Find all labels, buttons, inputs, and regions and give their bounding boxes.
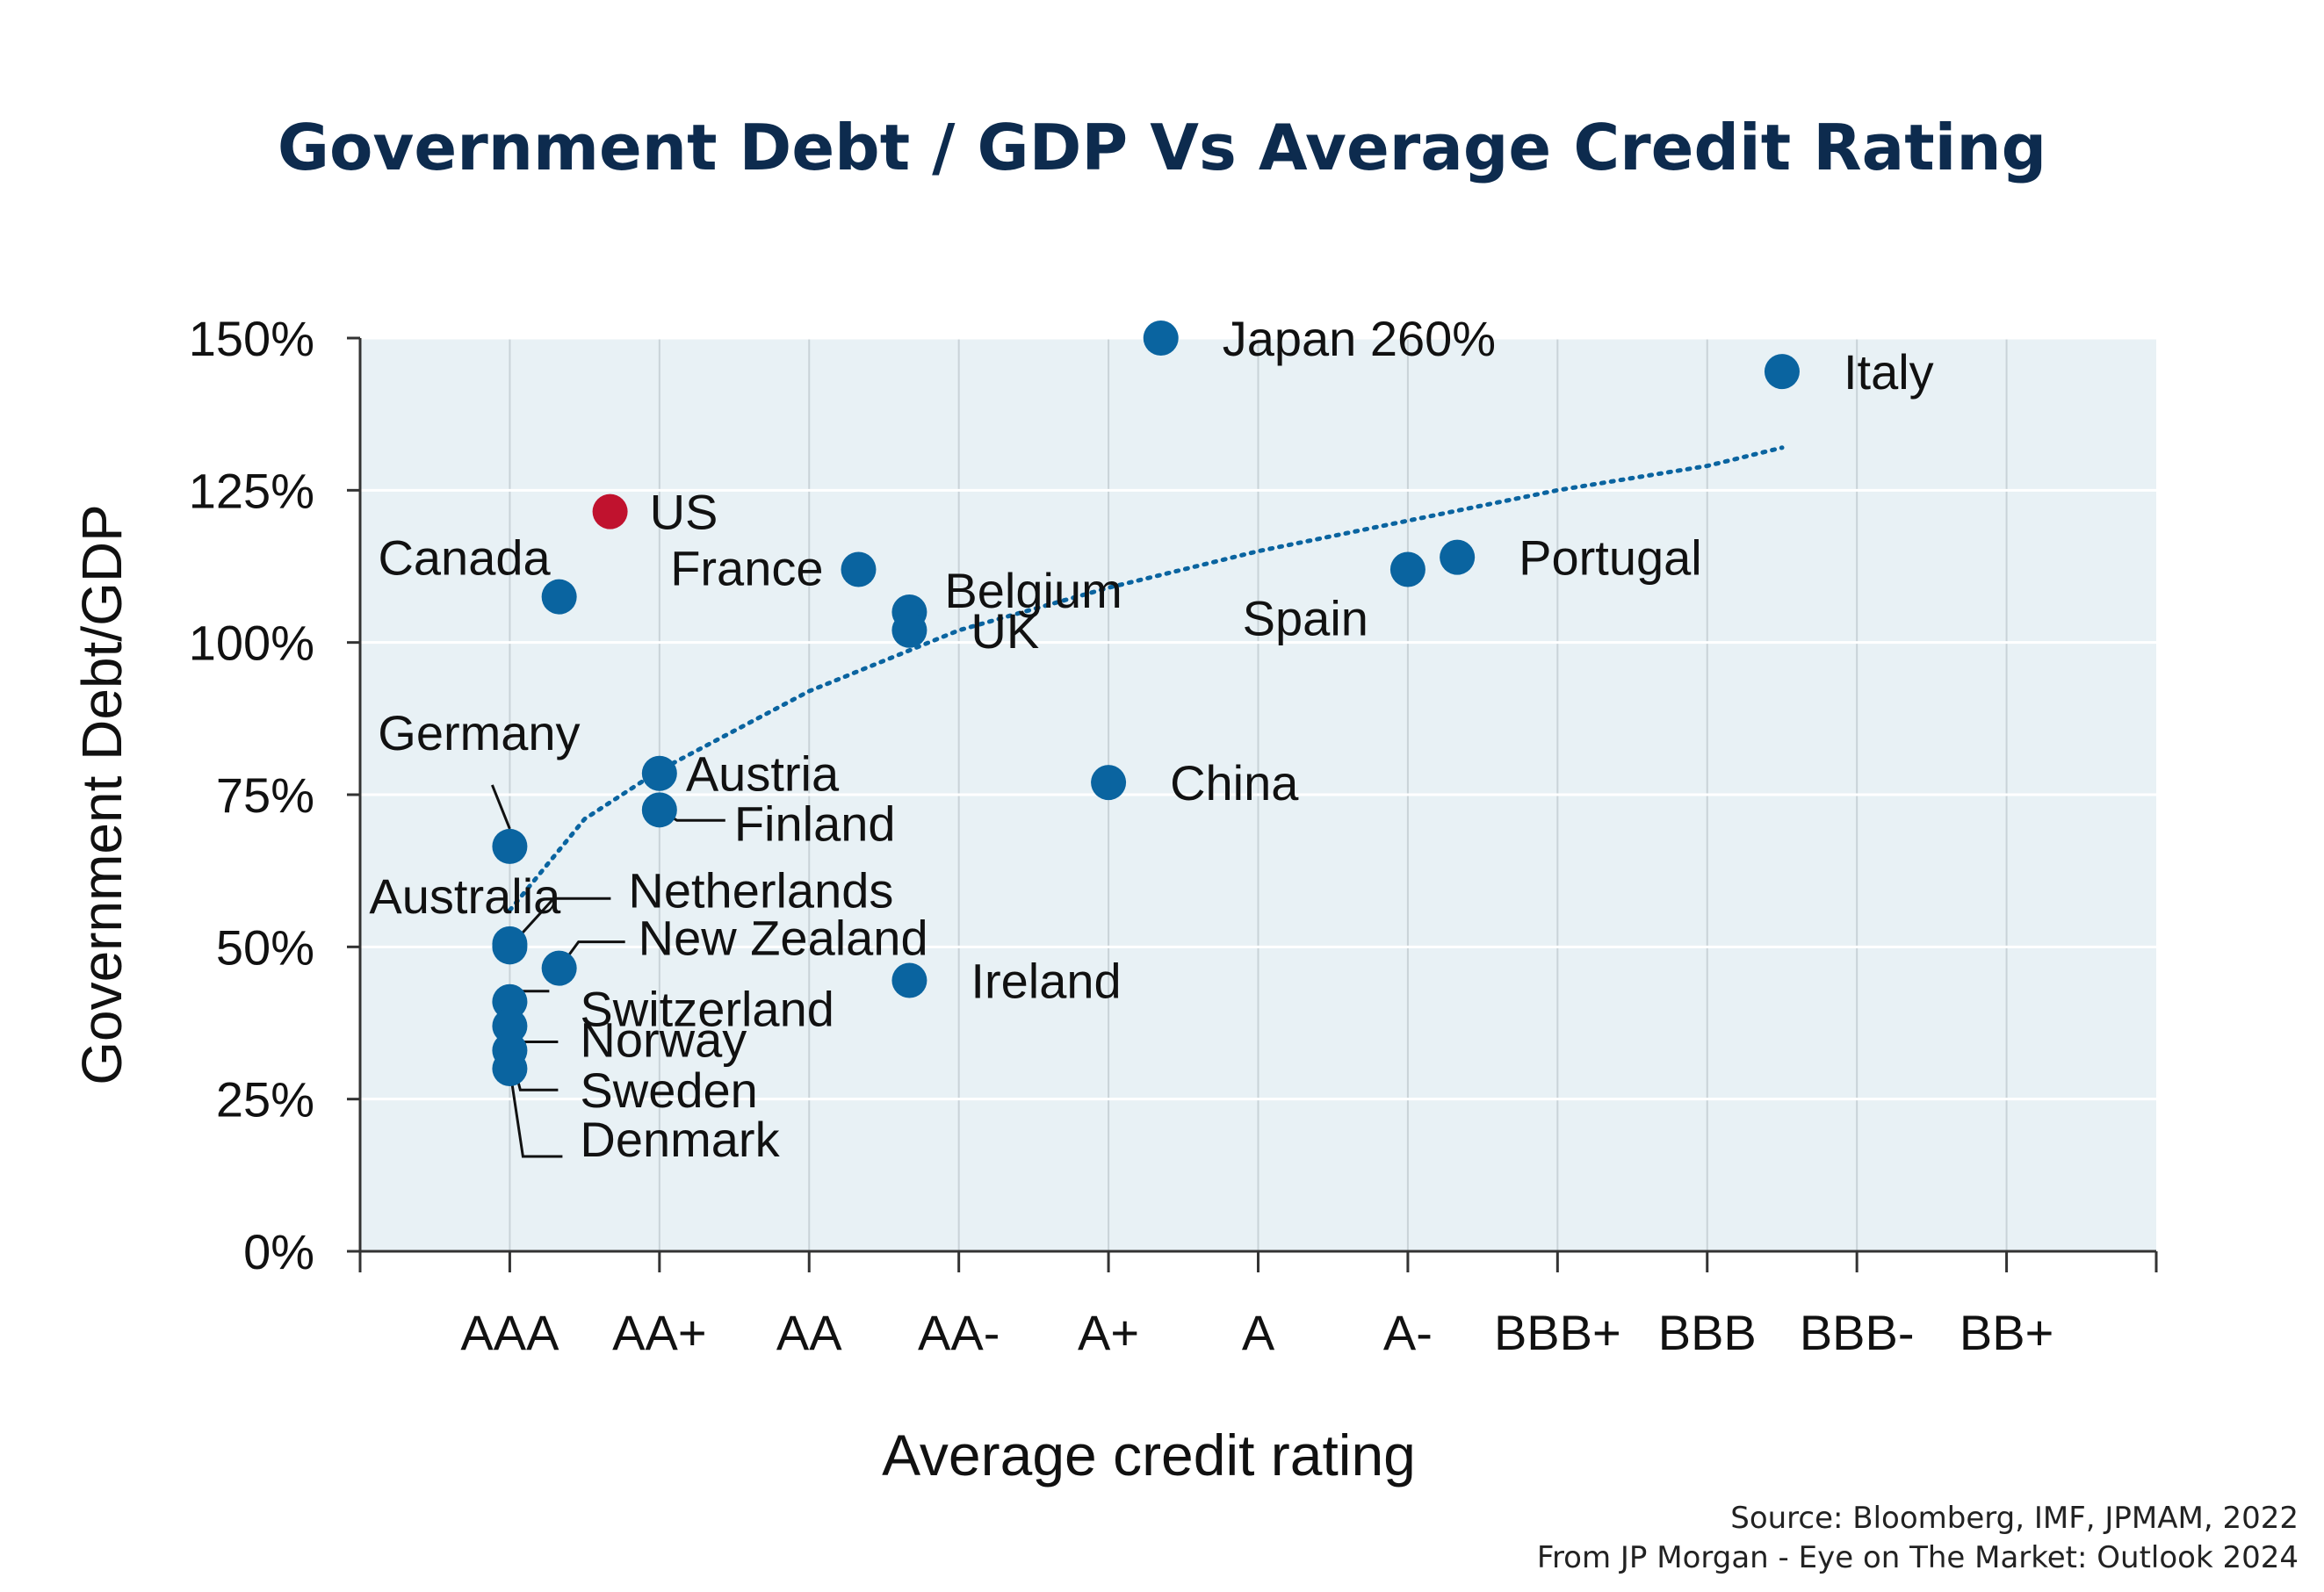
source-line-2: From JP Morgan - Eye on The Market: Outl… [1537, 1540, 2299, 1575]
chart-title: Government Debt / GDP Vs Average Credit … [278, 111, 2046, 184]
data-point [1143, 321, 1179, 356]
point-label: Denmark [580, 1112, 780, 1167]
data-point [492, 983, 528, 1019]
data-point [1764, 354, 1800, 390]
x-tick-label: BBB+ [1494, 1305, 1621, 1360]
x-tick-label: BBB [1658, 1305, 1757, 1360]
data-point [492, 929, 528, 965]
leader-line [508, 1068, 563, 1158]
data-point [1389, 551, 1425, 587]
y-tick-label: 75% [216, 767, 314, 823]
data-point [641, 792, 677, 828]
point-label: Belgium [944, 563, 1122, 618]
data-point [541, 950, 577, 986]
data-point [1440, 539, 1476, 575]
y-tick-label: 100% [189, 616, 314, 671]
x-tick-labels: AAA AA+ AA AA- A+ A A- BBB+ BBB BBB- BB+ [460, 1305, 2053, 1360]
x-tick-label: AA- [918, 1305, 1000, 1360]
x-axis-title: Average credit rating [882, 1423, 1416, 1488]
source-line-1: Source: Bloomberg, IMF, JPMAM, 2022 [1730, 1501, 2299, 1536]
data-point [492, 1008, 528, 1044]
axes [347, 336, 2158, 1272]
point-label: Austria [686, 746, 840, 802]
leader-line [491, 784, 511, 830]
x-tick-label: A [1242, 1305, 1275, 1360]
point-label: Australia [369, 868, 561, 924]
y-axis-title: Government Debt/GDP [70, 504, 134, 1085]
x-tick-label: BB+ [1960, 1305, 2053, 1360]
x-tick-label: AAA [460, 1305, 559, 1360]
x-tick-label: A- [1383, 1305, 1433, 1360]
trendline-group [507, 445, 1785, 913]
point-label: Italy [1844, 344, 1934, 400]
data-point [492, 828, 528, 864]
point-label: Japan 260% [1223, 311, 1496, 366]
data-point [641, 755, 677, 791]
point-label: US [650, 485, 718, 540]
data-point [492, 1051, 528, 1086]
point-label: China [1170, 755, 1299, 810]
point-label: Spain [1243, 590, 1368, 645]
point-label: Sweden [580, 1063, 757, 1118]
point-label: Canada [378, 530, 551, 586]
data-points [492, 321, 1800, 1086]
point-label: UK [971, 603, 1039, 659]
x-tick-label: AA [776, 1305, 842, 1360]
point-label: Finland [734, 796, 896, 851]
data-point [541, 579, 577, 615]
point-label: Norway [580, 1012, 747, 1067]
point-label: France [670, 540, 823, 595]
leader-line [509, 897, 611, 948]
data-point [891, 612, 927, 648]
y-tick-labels: 0% 25% 50% 75% 100% 125% 150% [189, 311, 314, 1279]
data-point [891, 962, 927, 998]
point-label: Switzerland [580, 982, 834, 1037]
y-tick-label: 25% [216, 1072, 314, 1127]
x-tick-label: AA+ [612, 1305, 706, 1360]
point-label: New Zealand [639, 911, 928, 966]
data-point [841, 551, 877, 587]
point-label: Ireland [971, 953, 1121, 1008]
trendline [507, 445, 1785, 913]
y-tick-label: 50% [216, 919, 314, 975]
y-tick-label: 0% [243, 1224, 314, 1279]
x-tick-label: A+ [1078, 1305, 1139, 1360]
y-tick-label: 125% [189, 463, 314, 518]
y-tick-label: 150% [189, 311, 314, 366]
x-tick-label: BBB- [1800, 1305, 1915, 1360]
point-label: Netherlands [628, 862, 893, 918]
point-label: Portugal [1519, 530, 1702, 586]
data-point [592, 493, 628, 529]
data-point [1091, 765, 1127, 801]
point-label: Germany [378, 705, 580, 760]
